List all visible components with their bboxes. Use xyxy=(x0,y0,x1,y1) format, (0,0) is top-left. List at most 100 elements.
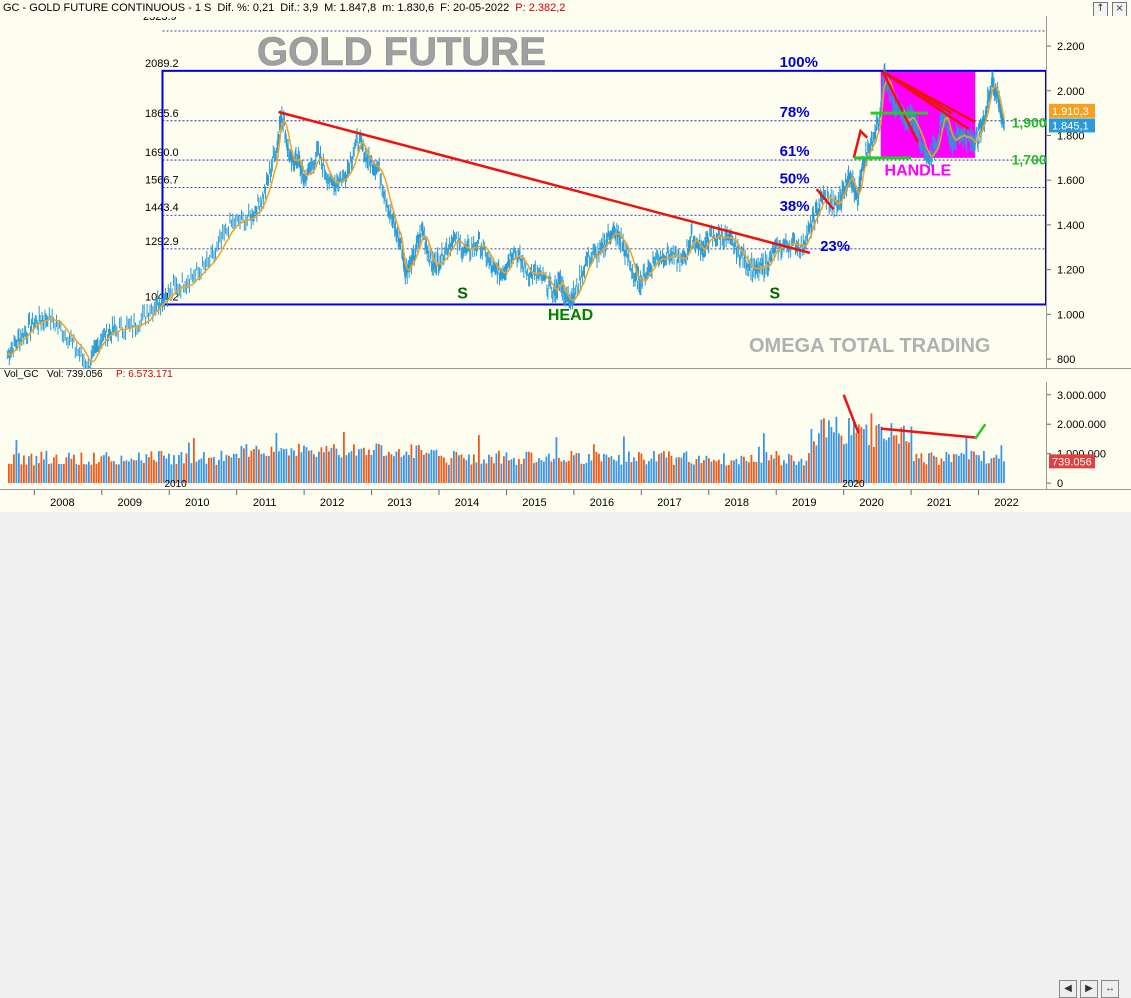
price-tag-label: 1.845,1 xyxy=(1052,120,1089,132)
volume-bar xyxy=(573,455,575,484)
volume-bar xyxy=(490,456,493,484)
volume-bar xyxy=(543,461,545,484)
volume-bar xyxy=(118,464,120,484)
volume-bar xyxy=(533,463,535,484)
volume-bar xyxy=(410,444,413,484)
volume-bar xyxy=(448,464,450,484)
volume-bar xyxy=(183,463,185,484)
volume-bar xyxy=(778,455,780,484)
volume-bar xyxy=(233,453,235,484)
volume-bar xyxy=(735,458,738,484)
volume-bar xyxy=(828,420,830,484)
level-label: 2089.2 xyxy=(145,58,179,70)
volume-bar xyxy=(775,451,778,484)
volume-bar xyxy=(128,461,130,484)
breakout-line xyxy=(852,128,869,159)
volume-bar xyxy=(175,463,178,484)
volume-bar xyxy=(58,463,60,484)
volume-bar xyxy=(225,454,228,484)
volume-bar xyxy=(933,455,935,484)
volume-bar xyxy=(688,461,690,484)
dif-pct-label: Dif. %: 0,21 xyxy=(217,2,275,14)
volume-bar xyxy=(470,464,473,484)
annotation-label: HEAD xyxy=(548,307,593,324)
price-tick-label: 2.200 xyxy=(1057,41,1085,53)
volume-bar xyxy=(945,452,948,484)
volume-bar xyxy=(353,444,355,484)
volume-bar xyxy=(235,453,238,484)
volume-bar xyxy=(578,453,580,484)
volume-bar xyxy=(333,444,335,484)
volume-bar xyxy=(78,465,80,484)
price-axis: 2.200 2.000 1.800 1.600 1.400 1.200 1.000 800 1.… xyxy=(1046,16,1131,368)
volume-bar xyxy=(113,461,115,484)
volume-bar xyxy=(653,451,655,484)
volume-bar xyxy=(428,453,430,484)
scroll-right-icon[interactable]: ▶ xyxy=(1080,980,1098,998)
volume-bar xyxy=(583,464,585,484)
volume-bar xyxy=(623,436,625,484)
volume-bar xyxy=(390,454,393,484)
volume-bar xyxy=(530,452,533,484)
volume-bar xyxy=(755,462,758,484)
volume-trendline xyxy=(880,427,976,439)
volume-bar xyxy=(713,459,715,484)
volume-bar xyxy=(705,455,708,484)
year-label: 2015 xyxy=(522,497,546,509)
volume-bar xyxy=(708,458,710,484)
volume-bar xyxy=(628,451,630,484)
volume-bar xyxy=(398,449,400,484)
volume-bar xyxy=(465,460,468,484)
volume-bar xyxy=(138,452,140,484)
volume-bar xyxy=(528,451,530,484)
volume-bar xyxy=(30,453,33,484)
volume-bar xyxy=(910,426,913,484)
volume-bar xyxy=(265,456,268,484)
volume-bar xyxy=(75,463,78,484)
volume-bar xyxy=(215,464,218,484)
volume-bar xyxy=(560,461,563,484)
volume-bar xyxy=(598,453,600,484)
volume-bar xyxy=(645,464,648,484)
volume-bar xyxy=(413,457,415,484)
max-label: M: 1.847,8 xyxy=(324,2,377,14)
volume-bar xyxy=(918,458,920,484)
volume-bar xyxy=(865,424,868,484)
annotation-label: 1,700 xyxy=(1012,152,1046,168)
volume-bar xyxy=(615,461,618,484)
volume-bar xyxy=(793,460,795,484)
volume-bar xyxy=(903,425,905,484)
volume-bar xyxy=(165,458,168,484)
fib-label: 61% xyxy=(780,143,810,160)
volume-bar xyxy=(250,450,253,484)
zoom-icon[interactable]: ↔ xyxy=(1101,980,1119,998)
volume-bar xyxy=(288,455,290,484)
volume-bar xyxy=(170,464,173,484)
min-label: m: 1.830,6 xyxy=(382,2,435,14)
close-icon[interactable]: × xyxy=(1112,2,1127,17)
volume-bar xyxy=(998,458,1000,484)
volume-bar xyxy=(15,439,18,484)
volume-bar xyxy=(723,453,725,484)
chart-title: GOLD FUTURE xyxy=(257,30,546,74)
volume-bar xyxy=(268,455,270,484)
price-tag-box xyxy=(1049,118,1095,133)
volume-bar xyxy=(673,464,675,484)
volume-bar xyxy=(763,433,765,484)
volume-bar xyxy=(93,452,95,484)
volume-bar xyxy=(433,450,435,484)
arrow-up-icon[interactable]: ↑ xyxy=(1093,2,1108,17)
volume-bar xyxy=(130,458,133,484)
volume-bar xyxy=(415,445,418,484)
volume-bar xyxy=(743,456,745,484)
year-label: 2013 xyxy=(387,497,411,509)
scroll-left-icon[interactable]: ◀ xyxy=(1059,980,1077,998)
year-label: 2008 xyxy=(50,497,74,509)
volume-bar xyxy=(915,453,918,484)
volume-bar xyxy=(750,454,753,484)
volume-bar xyxy=(545,456,548,484)
volume-bar xyxy=(643,459,645,484)
volume-bar xyxy=(805,460,808,484)
volume-bar xyxy=(720,464,723,484)
handle-fan-line xyxy=(881,71,919,143)
